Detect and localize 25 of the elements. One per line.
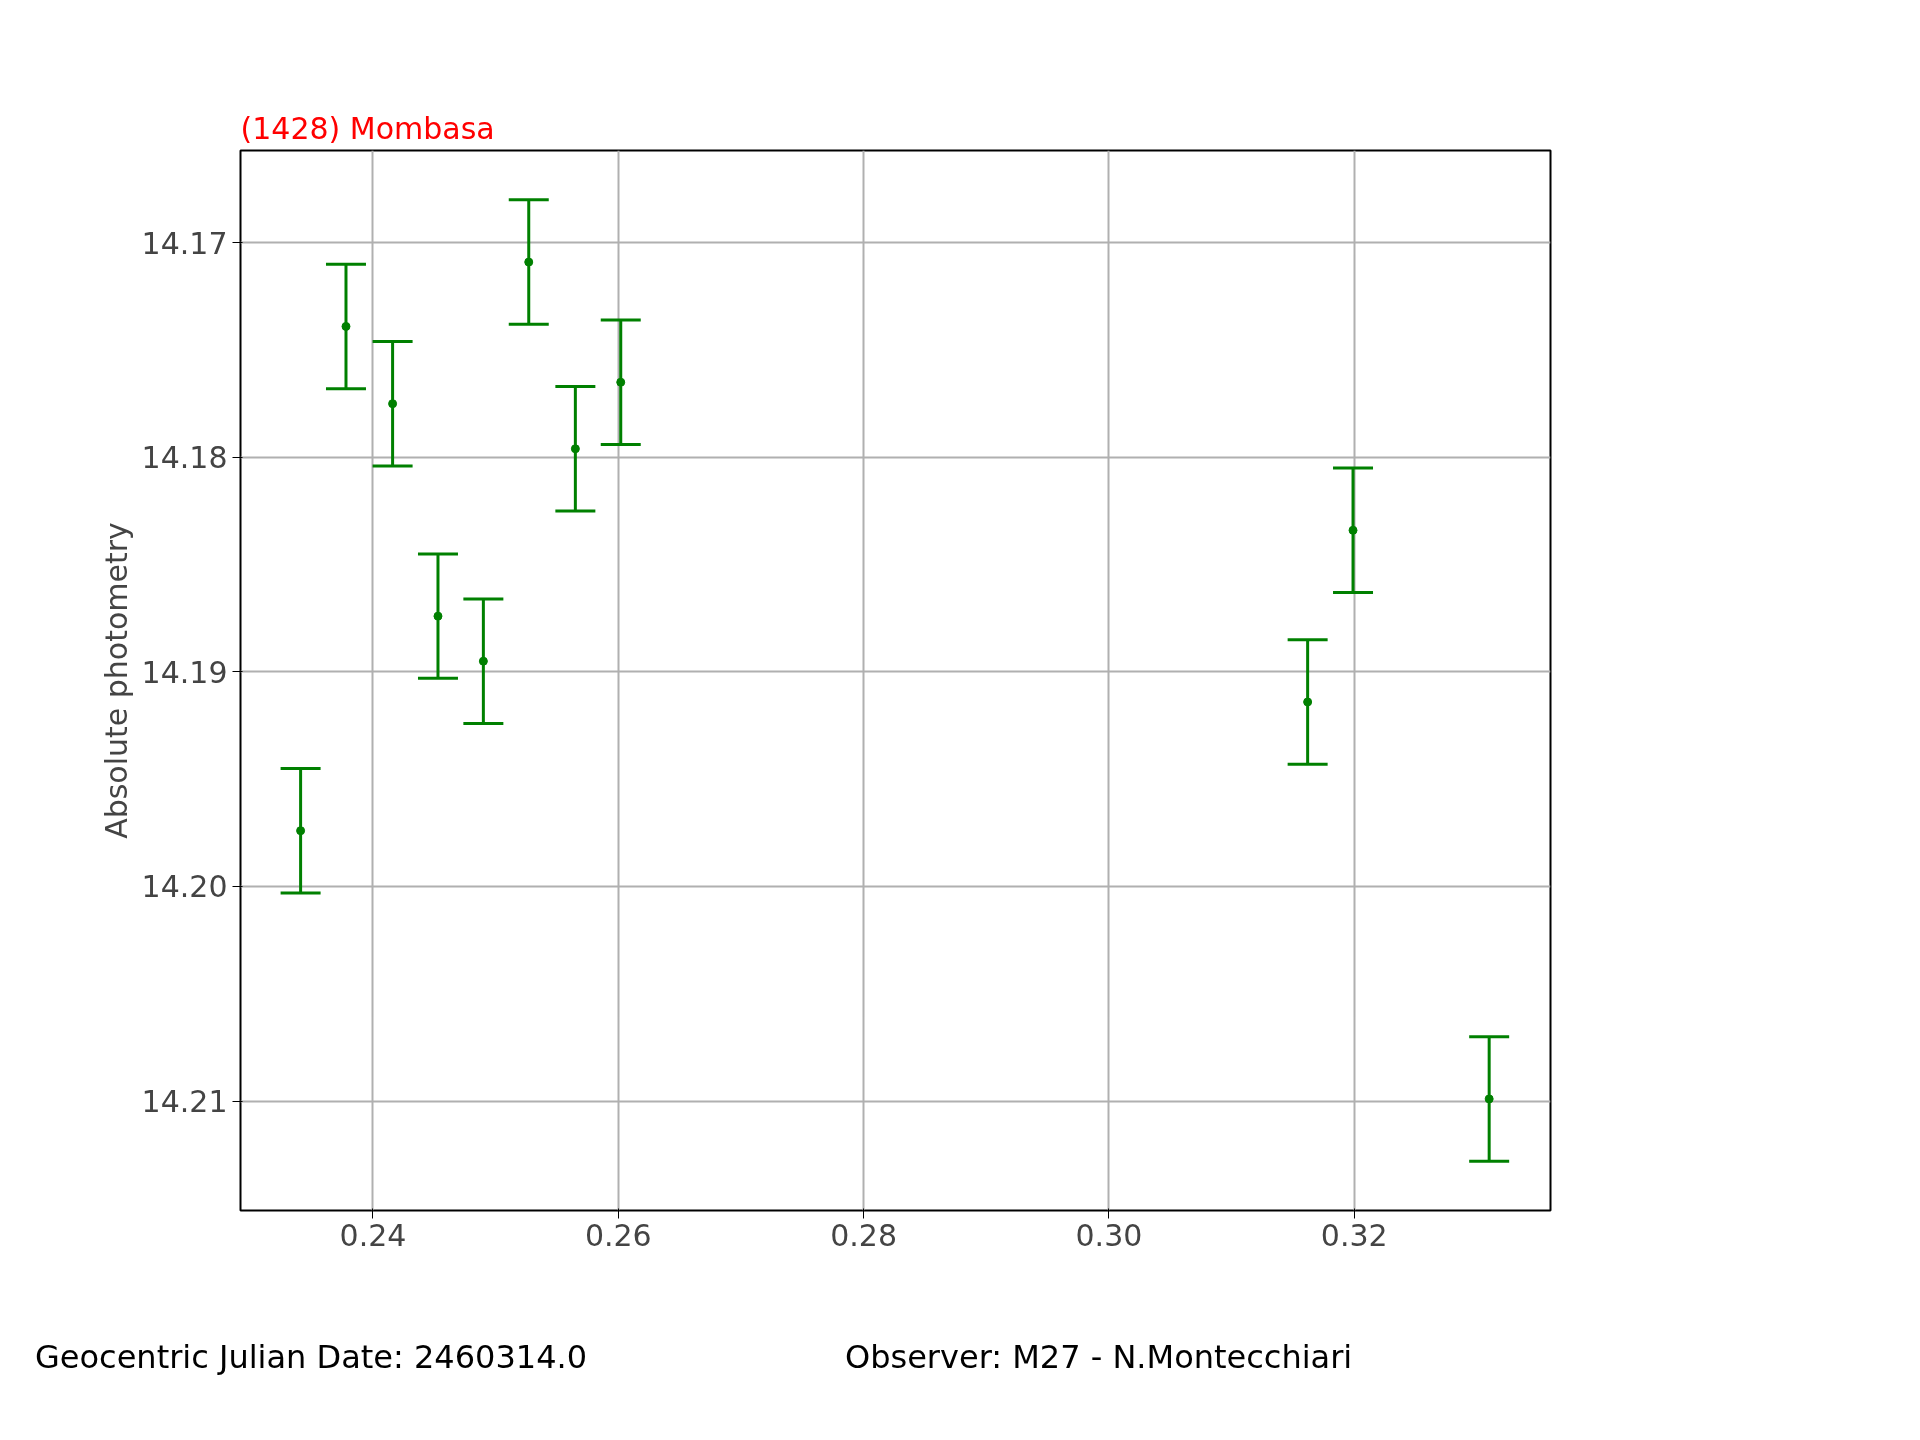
x-tick-label: 0.28 xyxy=(830,1217,898,1253)
text: Geocentric Julian Date: 2460314.0 xyxy=(35,1337,588,1378)
point xyxy=(570,444,580,454)
y-tick-label: 14.17 xyxy=(141,225,228,261)
y-axis-title: Absolute photometry xyxy=(98,522,134,839)
point xyxy=(1484,1094,1494,1104)
point xyxy=(296,826,306,836)
x-tick-label: 0.30 xyxy=(1075,1217,1143,1253)
y-tick-label: 14.21 xyxy=(141,1084,228,1120)
x-tick-label: 0.32 xyxy=(1320,1217,1388,1253)
point xyxy=(524,257,534,267)
point xyxy=(388,399,398,409)
y-tick-label: 14.20 xyxy=(141,869,228,905)
point xyxy=(478,656,488,666)
x-tick-label: 0.24 xyxy=(339,1217,407,1253)
point xyxy=(433,611,443,621)
point xyxy=(1303,697,1313,707)
point xyxy=(341,321,351,331)
point xyxy=(616,377,626,387)
text: Observer: M27 - N.Montecchiari xyxy=(845,1337,1353,1378)
point xyxy=(1348,525,1358,535)
x-tick-label: 0.26 xyxy=(584,1217,652,1253)
chart-title: (1428) Mombasa xyxy=(240,110,495,146)
y-tick-label: 14.19 xyxy=(141,654,228,690)
y-tick-label: 14.18 xyxy=(141,440,228,476)
